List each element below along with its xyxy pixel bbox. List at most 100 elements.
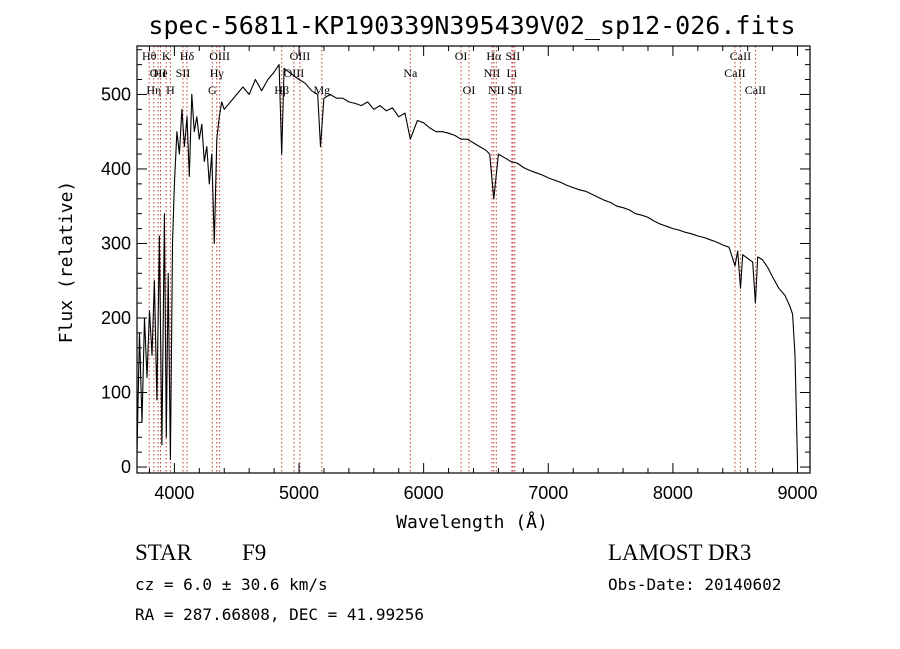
data-point: [216, 138, 218, 140]
data-point: [498, 153, 499, 155]
data-point: [697, 235, 699, 237]
line-marker-label-9: Hγ: [210, 66, 225, 80]
data-point: [628, 209, 630, 211]
data-point: [410, 138, 411, 140]
data-point: [242, 86, 244, 88]
data-point: [189, 176, 190, 177]
survey-name: LAMOST DR3: [608, 540, 751, 565]
data-point: [170, 459, 171, 460]
data-point: [204, 161, 205, 162]
data-point: [164, 213, 165, 214]
data-point: [201, 123, 203, 125]
data-point: [742, 254, 743, 255]
spectrum-line-0: [136, 64, 799, 464]
data-point: [278, 64, 280, 65]
data-point: [435, 131, 437, 132]
data-point: [516, 162, 518, 164]
data-point: [772, 276, 773, 278]
data-point: [218, 116, 220, 118]
line-marker-label-3: He: [154, 66, 168, 80]
line-marker-label-4: K: [162, 49, 171, 63]
line-marker-label-22: SII: [506, 49, 521, 63]
data-point: [678, 229, 680, 231]
data-point: [604, 199, 605, 201]
line-marker-label-2: OII: [150, 66, 167, 80]
data-point: [635, 213, 636, 214]
data-point: [191, 94, 193, 95]
data-point: [156, 399, 158, 401]
data-point: [479, 146, 481, 147]
line-marker-label-11: Hβ: [274, 83, 289, 97]
data-point: [417, 120, 418, 121]
data-point: [448, 132, 449, 134]
data-point: [404, 112, 406, 114]
data-point: [757, 256, 758, 258]
line-marker-label-16: OI: [455, 49, 468, 63]
data-point: [473, 142, 474, 144]
coordinates: RA = 287.66808, DEC = 41.99256: [135, 605, 424, 624]
data-point: [547, 177, 549, 179]
data-point: [789, 306, 791, 308]
data-point: [213, 243, 215, 244]
data-point: [585, 191, 586, 192]
x-tick-label: 4000: [154, 483, 194, 503]
data-point: [423, 122, 424, 124]
data-point: [146, 377, 148, 378]
data-point: [737, 250, 739, 252]
data-point: [392, 107, 393, 109]
line-marker-label-1: Hη: [146, 83, 161, 97]
data-point: [206, 146, 208, 147]
data-point: [361, 105, 362, 106]
data-point: [211, 153, 213, 155]
data-point: [174, 183, 175, 185]
line-marker-label-24: CaII: [724, 66, 745, 80]
data-point: [747, 258, 748, 259]
line-marker-label-15: Na: [403, 66, 418, 80]
data-point: [320, 146, 321, 147]
data-point: [184, 146, 185, 147]
line-marker-label-14: Mg: [313, 83, 330, 97]
data-point: [666, 226, 667, 227]
data-point: [367, 101, 368, 103]
line-marker-label-20: NII: [488, 83, 505, 97]
line-marker-label-23: SII: [507, 83, 522, 97]
data-point: [221, 101, 223, 103]
data-point: [622, 207, 624, 209]
data-point: [149, 310, 150, 311]
data-point: [709, 239, 711, 241]
line-marker-label-12: OIII: [284, 66, 305, 80]
data-point: [329, 94, 331, 95]
data-point: [151, 354, 153, 356]
data-point: [672, 228, 674, 229]
object-subclass: F9: [242, 540, 266, 565]
data-point: [348, 101, 350, 103]
data-point: [510, 161, 512, 162]
data-point: [597, 196, 599, 198]
data-point: [762, 259, 763, 261]
data-point: [560, 182, 562, 183]
y-tick-label: 300: [101, 233, 131, 253]
data-point: [379, 105, 381, 106]
data-point: [176, 131, 178, 132]
data-point: [685, 232, 686, 233]
redshift-velocity: cz = 6.0 ± 30.6 km/s: [135, 575, 328, 594]
data-point: [572, 187, 574, 188]
data-point: [740, 287, 741, 289]
data-point: [579, 189, 580, 191]
data-point: [194, 131, 195, 132]
data-point: [161, 444, 163, 445]
data-point: [298, 79, 300, 80]
data-point: [778, 287, 780, 289]
data-point: [591, 193, 593, 195]
data-point: [485, 150, 487, 151]
line-marker-label-26: CaII: [745, 83, 766, 97]
line-marker-label-0: Hθ: [142, 49, 157, 63]
data-point: [454, 135, 456, 136]
x-tick-label: 6000: [404, 483, 444, 503]
data-point: [281, 153, 282, 155]
data-point: [734, 265, 736, 267]
data-point: [236, 94, 238, 95]
data-point: [154, 280, 155, 282]
line-marker-label-25: CaII: [730, 49, 751, 63]
data-point: [523, 167, 524, 168]
